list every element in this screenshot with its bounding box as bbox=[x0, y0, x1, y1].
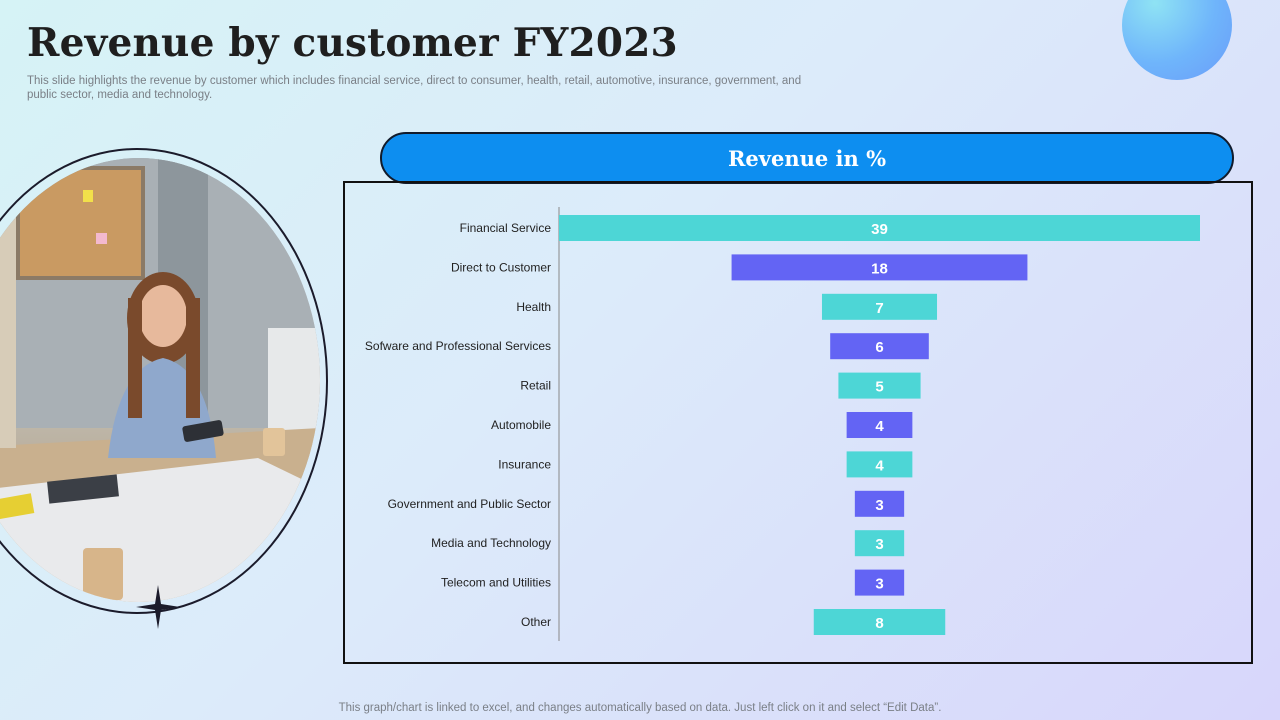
bar[interactable] bbox=[559, 215, 1200, 241]
bar-value-label: 3 bbox=[875, 536, 883, 553]
category-label: Automobile bbox=[491, 418, 551, 432]
category-label: Media and Technology bbox=[431, 536, 551, 550]
bar[interactable] bbox=[846, 451, 913, 478]
bar[interactable] bbox=[821, 293, 938, 320]
category-label: Telecom and Utilities bbox=[441, 576, 551, 590]
bar-value-label: 7 bbox=[875, 300, 883, 317]
page-title: Revenue by customer FY2023 bbox=[27, 20, 678, 66]
bar-value-label: 4 bbox=[875, 418, 884, 435]
category-label: Health bbox=[516, 300, 551, 314]
category-label: Financial Service bbox=[460, 221, 552, 235]
bar-value-label: 5 bbox=[875, 379, 883, 396]
category-label: Direct to Customer bbox=[451, 260, 551, 274]
bar[interactable] bbox=[854, 530, 905, 557]
sparkle-icon bbox=[136, 585, 180, 629]
page-subtitle: This slide highlights the revenue by cus… bbox=[27, 75, 802, 101]
bar[interactable] bbox=[854, 569, 905, 596]
bar[interactable] bbox=[731, 254, 1028, 281]
footer-note: This graph/chart is linked to excel, and… bbox=[338, 702, 942, 714]
bar-value-label: 8 bbox=[875, 615, 883, 632]
category-label: Sofware and Professional Services bbox=[365, 339, 551, 353]
chart-title-banner: Revenue in % bbox=[380, 132, 1234, 184]
bar[interactable] bbox=[838, 372, 921, 399]
decorative-circle bbox=[1122, 0, 1232, 80]
category-label: Retail bbox=[520, 379, 551, 393]
category-label: Insurance bbox=[498, 457, 551, 471]
bar-value-label: 4 bbox=[875, 457, 884, 474]
bar[interactable] bbox=[854, 490, 905, 517]
category-label: Government and Public Sector bbox=[388, 497, 551, 511]
bar-value-label: 6 bbox=[875, 339, 883, 356]
bar-value-label: 18 bbox=[871, 260, 888, 277]
bar[interactable] bbox=[813, 609, 946, 635]
bar[interactable] bbox=[846, 412, 913, 438]
bar-value-label: 39 bbox=[871, 221, 888, 238]
bar-value-label: 3 bbox=[875, 497, 883, 514]
revenue-bar-chart: Financial Service 39 Direct to Customer 18 H… bbox=[365, 207, 1200, 641]
bar[interactable] bbox=[830, 333, 929, 360]
chart-area: Financial Service 39 Direct to Customer 18 H… bbox=[343, 181, 1253, 664]
meeting-photo bbox=[0, 158, 320, 602]
category-label: Other bbox=[521, 615, 551, 629]
bar-value-label: 3 bbox=[875, 576, 883, 593]
